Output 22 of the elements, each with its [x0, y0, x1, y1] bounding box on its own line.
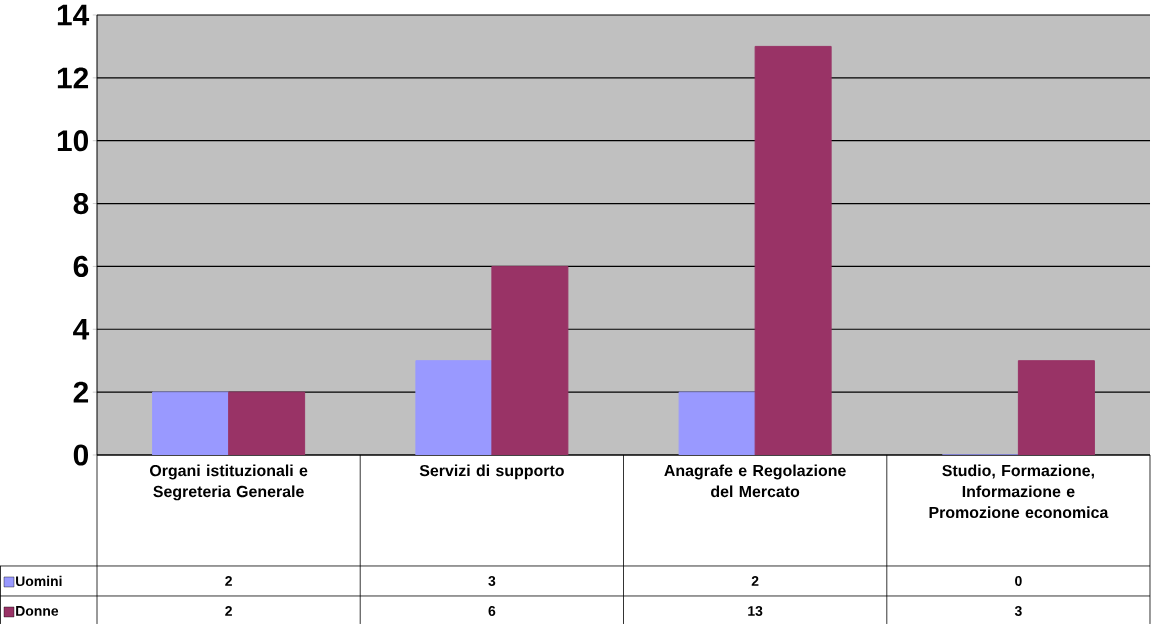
- y-tick-label: 10: [57, 130, 88, 152]
- y-tick-label: 2: [73, 381, 89, 403]
- y-tick-label: 12: [57, 67, 89, 89]
- x-tick-label: Servizi di supporto: [419, 464, 564, 480]
- x-tick-label: Studio, Formazione, Informazione e Promozione economica: [929, 464, 1109, 519]
- y-tick-label: 8: [73, 192, 89, 215]
- legend-label: Donne: [16, 606, 59, 616]
- data-label: 2: [751, 576, 759, 586]
- y-tick-label: 4: [73, 318, 90, 340]
- y-tick-label: 0: [73, 444, 89, 466]
- legend-label: Uomini: [16, 575, 62, 587]
- data-label: 0: [1015, 576, 1022, 586]
- data-label: 3: [1014, 606, 1022, 616]
- x-tick-label: Anagrafe e Regolazione del Mercato: [664, 464, 846, 498]
- data-label: 6: [488, 606, 496, 616]
- data-label: 2: [225, 576, 232, 586]
- y-tick-label: 14: [57, 4, 90, 26]
- x-tick-label: Organi istituzionali e Segreteria Generale: [150, 464, 308, 501]
- data-label: 3: [488, 576, 496, 586]
- data-label: 13: [748, 606, 763, 616]
- data-label: 2: [225, 606, 232, 616]
- y-tick-label: 6: [73, 255, 89, 277]
